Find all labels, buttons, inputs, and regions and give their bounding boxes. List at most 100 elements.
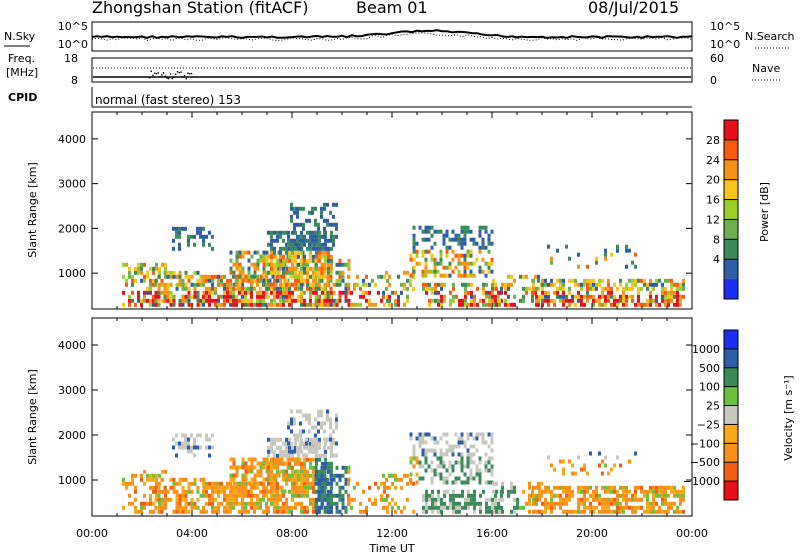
range-cell (598, 278, 601, 283)
range-cell (335, 473, 339, 478)
colorbar-swatch (724, 386, 738, 406)
range-cell (259, 278, 263, 283)
range-cell (589, 505, 592, 510)
range-cell (353, 302, 356, 307)
range-cell (452, 298, 455, 303)
range-cell (291, 493, 294, 498)
nave-dip-point (155, 72, 158, 75)
range-cell (247, 469, 251, 474)
range-cell (359, 302, 362, 307)
range-cell (279, 445, 282, 450)
range-cell (619, 294, 622, 299)
range-cell (303, 477, 306, 482)
range-cell (400, 509, 403, 514)
range-cell (211, 445, 214, 450)
x-tick-label: 00:00 (76, 527, 108, 540)
range-cell (128, 294, 131, 299)
range-cell (380, 298, 383, 303)
range-cell (270, 461, 273, 466)
range-cell (279, 282, 282, 287)
range-cell (406, 278, 409, 283)
range-cell (445, 480, 449, 485)
range-cell (296, 214, 299, 219)
range-cell (510, 489, 513, 494)
range-cell (574, 509, 577, 514)
range-cell (455, 501, 458, 506)
range-cell (267, 282, 270, 287)
range-cell (412, 274, 415, 279)
range-cell (149, 290, 152, 295)
range-cell (199, 302, 203, 307)
range-cell (454, 432, 458, 437)
range-cell (202, 481, 205, 486)
range-cell (498, 505, 501, 510)
range-cell (262, 477, 266, 482)
range-cell (637, 505, 640, 510)
range-cell (616, 248, 619, 253)
range-cell (409, 257, 413, 262)
range-cell (320, 206, 323, 211)
range-cell (265, 505, 268, 510)
range-cell (324, 246, 327, 251)
range-cell (535, 286, 538, 291)
nave-label: Nave (752, 62, 780, 75)
range-cell (309, 238, 312, 243)
range-cell (562, 298, 565, 303)
range-cell (628, 294, 631, 299)
range-cell (658, 278, 661, 283)
range-cell (273, 485, 276, 490)
range-cell (604, 497, 607, 502)
range-cell (625, 489, 628, 494)
range-cell (270, 262, 273, 267)
range-cell (262, 509, 265, 514)
range-cell (267, 509, 270, 514)
range-cell (229, 505, 232, 510)
range-cell (341, 262, 345, 267)
range-cell (226, 282, 229, 287)
range-cell (323, 477, 327, 482)
range-cell (317, 509, 321, 514)
range-cell (540, 481, 543, 486)
range-cell (478, 432, 482, 437)
range-cell (595, 485, 598, 490)
range-cell (484, 452, 488, 457)
range-cell (391, 505, 394, 510)
range-cell (232, 302, 235, 307)
range-cell (317, 298, 321, 303)
range-cell (494, 501, 497, 506)
y-tick-label: 2000 (58, 429, 86, 442)
range-cell (583, 463, 586, 468)
range-cell (282, 238, 285, 243)
range-cell (323, 465, 327, 470)
range-cell (507, 282, 510, 287)
range-cell (294, 298, 297, 303)
range-cell (158, 473, 161, 478)
range-cell (589, 501, 592, 506)
range-cell (172, 246, 175, 251)
range-cell (491, 497, 494, 502)
range-cell (682, 282, 685, 287)
range-cell (193, 437, 196, 442)
range-cell (181, 298, 185, 303)
range-cell (241, 465, 245, 470)
range-cell (291, 266, 294, 271)
range-cell (241, 294, 244, 299)
range-cell (199, 230, 202, 235)
range-cell (330, 234, 333, 239)
range-cell (320, 262, 324, 267)
range-cell (516, 497, 519, 502)
range-cell (454, 237, 458, 242)
range-cell (460, 452, 464, 457)
range-cell (451, 269, 455, 274)
range-cell (181, 294, 185, 299)
range-cell (661, 501, 664, 506)
range-cell (244, 489, 248, 494)
range-cell (256, 278, 260, 283)
range-cell (256, 290, 259, 295)
range-cell (308, 445, 311, 450)
range-cell (288, 298, 291, 303)
range-cell (303, 278, 306, 283)
range-cell (253, 274, 256, 279)
range-cell (457, 444, 461, 449)
range-cell (270, 481, 273, 486)
